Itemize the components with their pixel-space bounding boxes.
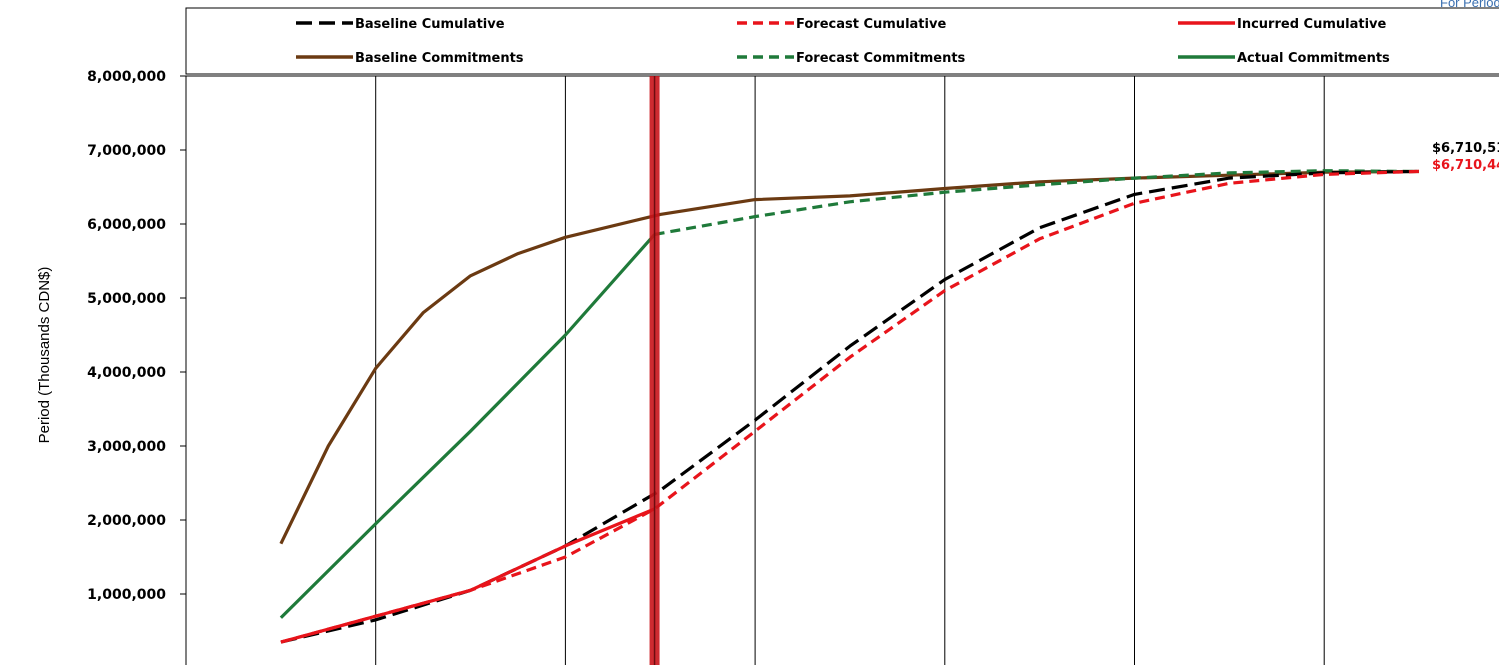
end-label-1: $6,710,515 (1432, 141, 1499, 156)
legend: Baseline Cumulative Forecast Cumulative In… (296, 17, 1390, 66)
legend-label-baseline-commitments: Baseline Commitments (355, 51, 524, 66)
legend-label-forecast-commitments: Forecast Commitments (796, 51, 966, 66)
y-axis: 1,000,000 2,000,000 3,000,000 4,000,000 5,00… (87, 69, 186, 603)
legend-box (185, 7, 1499, 75)
series-line-baseline-cumulative (280, 169, 1420, 644)
series-line-incurred-cumulative (280, 507, 656, 644)
y-tick-label: 2,000,000 (87, 513, 166, 529)
end-label-2: $6,710,441 (1432, 158, 1499, 173)
legend-label-incurred-cumulative: Incurred Cumulative (1237, 17, 1386, 32)
y-axis-title: Period (Thousands CDN$) (36, 267, 53, 444)
y-tick-label: 8,000,000 (87, 69, 166, 85)
grid (185, 75, 1499, 665)
y-tick-label: 6,000,000 (87, 217, 166, 233)
series-group (279, 169, 1420, 644)
series-line-actual-commitments (279, 233, 656, 619)
series-line-forecast-commitments (654, 169, 1420, 236)
y-tick-label: 1,000,000 (87, 587, 166, 603)
y-tick-label: 7,000,000 (87, 143, 166, 159)
y-tick-label: 3,000,000 (87, 439, 166, 455)
legend-label-forecast-cumulative: Forecast Cumulative (796, 17, 946, 32)
legend-label-baseline-cumulative: Baseline Cumulative (355, 17, 505, 32)
header-note: For Period En (1440, 0, 1499, 10)
end-labels: $6,710,515 $6,710,441 (1432, 141, 1499, 173)
y-tick-label: 4,000,000 (87, 365, 166, 381)
series-line-forecast-cumulative (280, 169, 1420, 644)
status-date-marker (649, 76, 660, 665)
y-tick-label: 5,000,000 (87, 291, 166, 307)
legend-label-actual-commitments: Actual Commitments (1237, 51, 1390, 66)
